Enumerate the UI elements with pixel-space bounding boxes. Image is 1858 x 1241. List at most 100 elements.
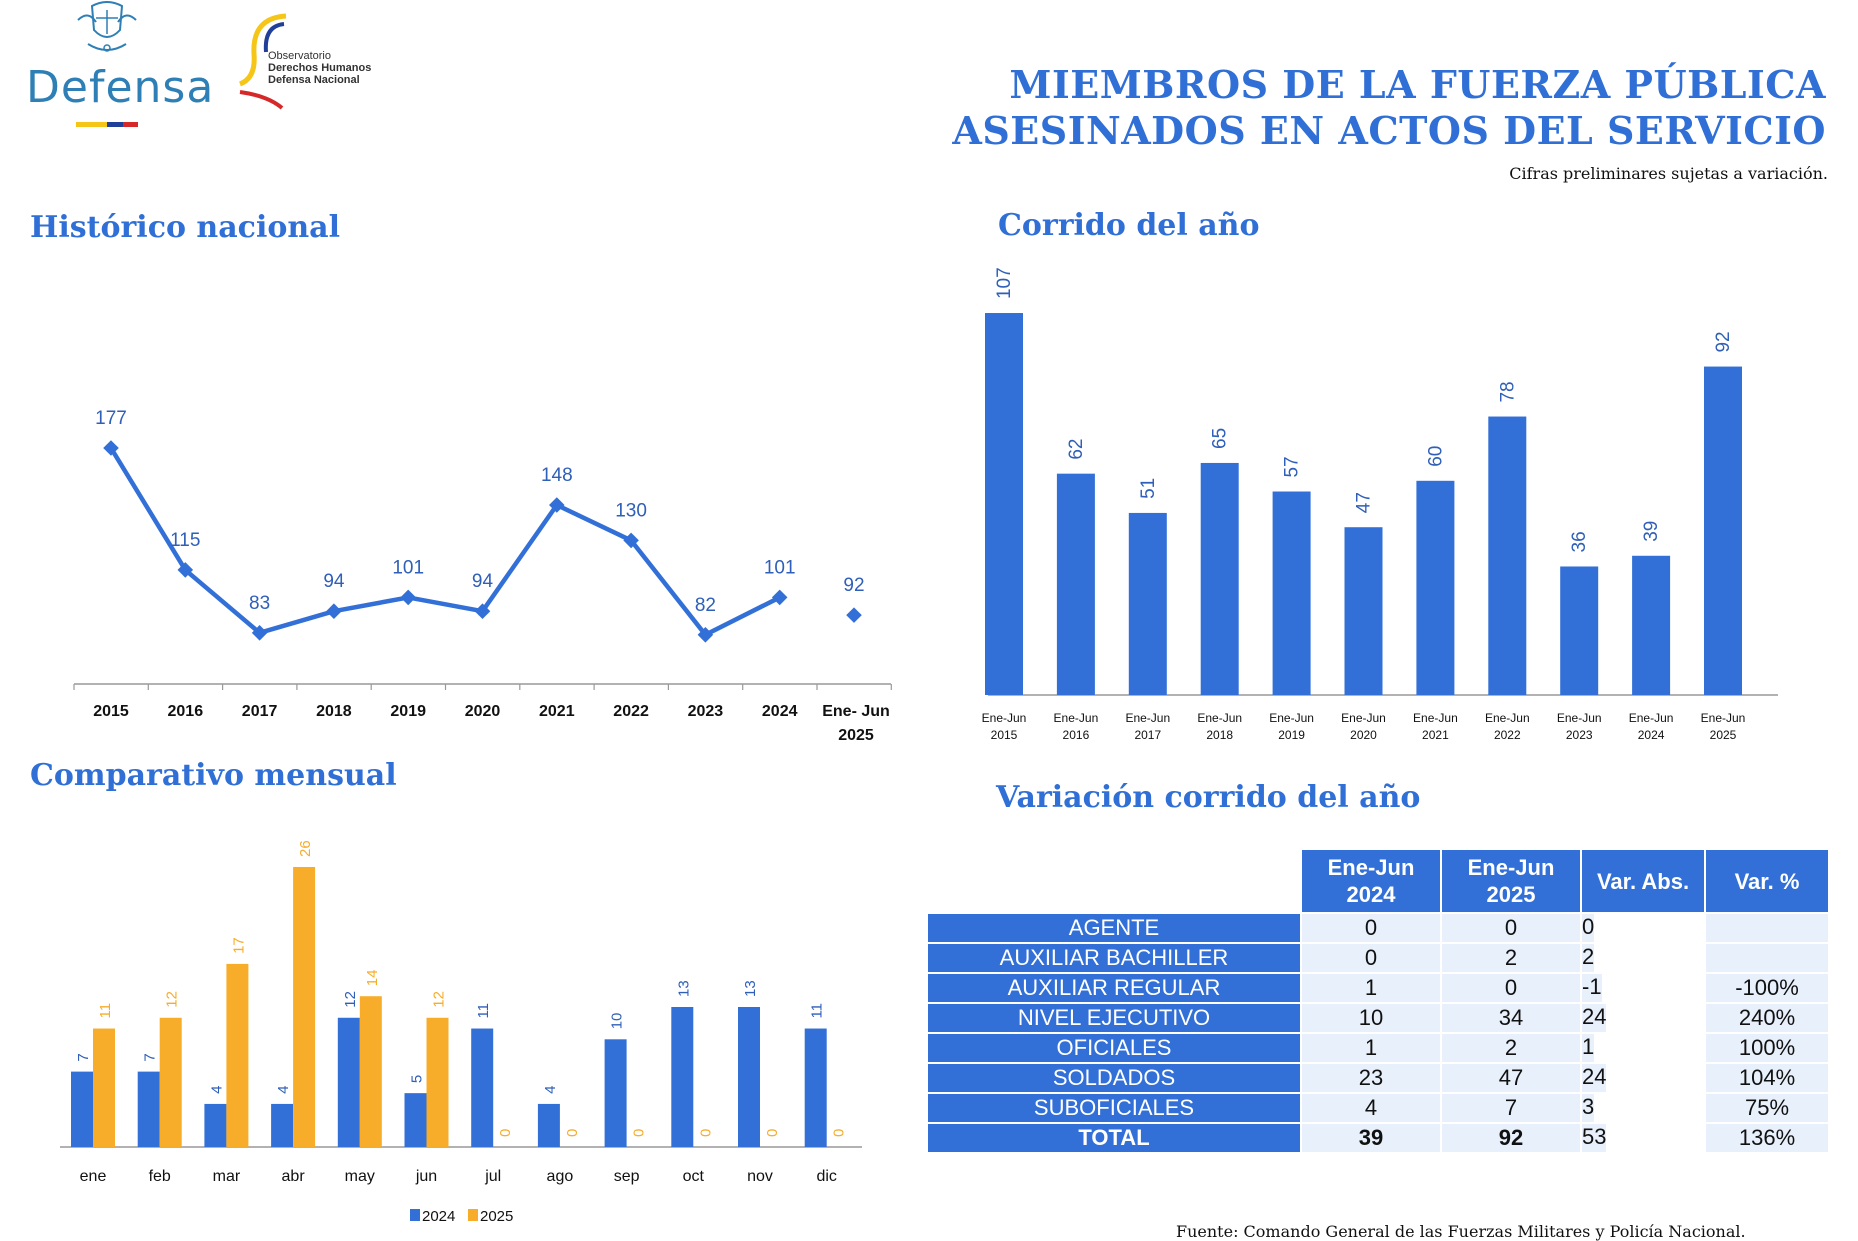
table-cell: 0 bbox=[1442, 974, 1580, 1002]
data-label: 94 bbox=[323, 571, 345, 592]
row-label: TOTAL bbox=[928, 1124, 1300, 1152]
x-tick-label: ene bbox=[80, 1168, 107, 1185]
corrido-bar-chart: 107 Ene-Jun 2015 62 Ene-Jun 2016 51 Ene-Jun 2017… bbox=[982, 267, 1778, 742]
page-title-line-1: MIEMBROS DE LA FUERZA PÚBLICA bbox=[1009, 62, 1826, 107]
x-tick-label: 2023 bbox=[1566, 728, 1593, 742]
table-cell: 47 bbox=[1442, 1064, 1580, 1092]
data-label: 14 bbox=[364, 970, 381, 987]
data-label: 13 bbox=[742, 980, 759, 997]
data-label: 0 bbox=[631, 1129, 648, 1137]
data-label: 78 bbox=[1497, 381, 1518, 402]
bar-2024 bbox=[137, 1071, 160, 1147]
data-label: 101 bbox=[392, 557, 424, 578]
data-label: 0 bbox=[697, 1129, 714, 1137]
section-title-variacion: Variación corrido del año bbox=[996, 780, 1421, 815]
x-tick-label: 2015 bbox=[93, 703, 129, 720]
bar-2025 bbox=[159, 1017, 182, 1147]
data-point bbox=[771, 589, 788, 606]
bar bbox=[1200, 462, 1239, 695]
row-label: AUXILIAR BACHILLER bbox=[928, 944, 1300, 972]
bar-2025 bbox=[226, 963, 249, 1147]
x-tick-label: Ene-Jun bbox=[1125, 711, 1170, 725]
observatory-line-3: Defensa Nacional bbox=[268, 74, 360, 86]
legend-swatch bbox=[468, 1209, 478, 1221]
row-label: AUXILIAR REGULAR bbox=[928, 974, 1300, 1002]
bar-2024 bbox=[604, 1039, 627, 1147]
table-cell: 7 bbox=[1442, 1094, 1580, 1122]
col-header: Ene-Jun 2024 bbox=[1302, 850, 1440, 912]
bar bbox=[1704, 366, 1742, 695]
x-tick-label: 2015 bbox=[991, 728, 1018, 742]
data-label: 65 bbox=[1210, 428, 1231, 449]
x-tick-label: Ene-Jun bbox=[1269, 711, 1314, 725]
x-tick-label: dic bbox=[816, 1168, 836, 1185]
x-tick-label: Ene-Jun bbox=[1485, 711, 1530, 725]
bar bbox=[1056, 473, 1095, 695]
data-label: 47 bbox=[1354, 492, 1375, 513]
table-cell: -100% bbox=[1706, 974, 1828, 1002]
table-row: SOLDADOS 23 47 24 104% bbox=[928, 1064, 1828, 1092]
table-cell: 240% bbox=[1706, 1004, 1828, 1032]
table-cell: 136% bbox=[1706, 1124, 1828, 1152]
table-cell: 2 bbox=[1582, 944, 1595, 972]
x-tick-label: oct bbox=[683, 1168, 705, 1185]
bar-2024 bbox=[738, 1006, 760, 1147]
x-tick-label: 2016 bbox=[1063, 728, 1090, 742]
page-title-line-2: ASESINADOS EN ACTOS DEL SERVICIO bbox=[952, 108, 1826, 153]
data-label: 7 bbox=[75, 1053, 92, 1061]
data-label: 36 bbox=[1569, 531, 1590, 552]
bar-2024 bbox=[404, 1093, 427, 1147]
x-tick-label: 2022 bbox=[613, 703, 649, 720]
x-tick-label: Ene-Jun bbox=[1197, 711, 1242, 725]
data-label: 83 bbox=[249, 593, 270, 614]
table-cell: 2 bbox=[1442, 1034, 1580, 1062]
x-tick-label: 2021 bbox=[539, 703, 575, 720]
x-tick-label: 2020 bbox=[465, 703, 501, 720]
x-tick-label: sep bbox=[614, 1168, 640, 1185]
x-tick-label: 2020 bbox=[1350, 728, 1377, 742]
variation-table: Ene-Jun 2024 Ene-Jun 2025 Var. Abs. Var.… bbox=[926, 848, 1830, 1154]
data-label: 107 bbox=[994, 267, 1015, 299]
x-tick-label: Ene-Jun bbox=[1557, 711, 1602, 725]
data-label: 177 bbox=[95, 408, 127, 429]
data-label: 39 bbox=[1641, 521, 1662, 542]
bar-2025 bbox=[359, 996, 382, 1147]
section-title-historico: Histórico nacional bbox=[30, 210, 340, 245]
table-cell: 75% bbox=[1706, 1094, 1828, 1122]
data-label: 115 bbox=[170, 530, 200, 551]
x-tick-label: jul bbox=[484, 1168, 501, 1185]
bar-2024 bbox=[804, 1028, 827, 1147]
table-row: AGENTE 0 0 0 bbox=[928, 914, 1828, 942]
table-cell: 100% bbox=[1706, 1034, 1828, 1062]
x-tick-label: 2018 bbox=[1206, 728, 1233, 742]
col-header: Var. Abs. bbox=[1582, 850, 1704, 912]
table-cell: 39 bbox=[1302, 1124, 1440, 1152]
x-tick-label: Ene-Jun bbox=[1054, 711, 1099, 725]
table-cell: 1 bbox=[1582, 1034, 1595, 1062]
defensa-logo: Defensa bbox=[26, 62, 215, 113]
data-label: 13 bbox=[675, 980, 692, 997]
x-tick-label: nov bbox=[747, 1168, 773, 1185]
data-label: 92 bbox=[1713, 331, 1734, 352]
page-title: MIEMBROS DE LA FUERZA PÚBLICA ASESINADOS… bbox=[926, 62, 1826, 154]
table-cell bbox=[1706, 914, 1828, 942]
table-cell: 92 bbox=[1442, 1124, 1580, 1152]
table-cell: -1 bbox=[1582, 974, 1602, 1002]
data-label: 4 bbox=[275, 1086, 292, 1094]
data-label: 5 bbox=[409, 1075, 426, 1083]
data-label: 11 bbox=[475, 1003, 492, 1019]
bar-2025 bbox=[93, 1028, 115, 1147]
table-cell bbox=[1706, 944, 1828, 972]
table-cell: 1 bbox=[1302, 974, 1440, 1002]
x-tick-label: 2017 bbox=[242, 703, 278, 720]
data-point bbox=[326, 603, 342, 619]
data-point bbox=[251, 625, 268, 641]
data-label: 26 bbox=[297, 840, 314, 857]
row-label: NIVEL EJECUTIVO bbox=[928, 1004, 1300, 1032]
section-title-mensual: Comparativo mensual bbox=[30, 758, 397, 793]
data-label: 11 bbox=[97, 1003, 114, 1019]
bar bbox=[1632, 555, 1671, 695]
x-tick-label: 2016 bbox=[168, 703, 204, 720]
data-label: 11 bbox=[809, 1003, 826, 1019]
table-row: OFICIALES 1 2 1 100% bbox=[928, 1034, 1828, 1062]
